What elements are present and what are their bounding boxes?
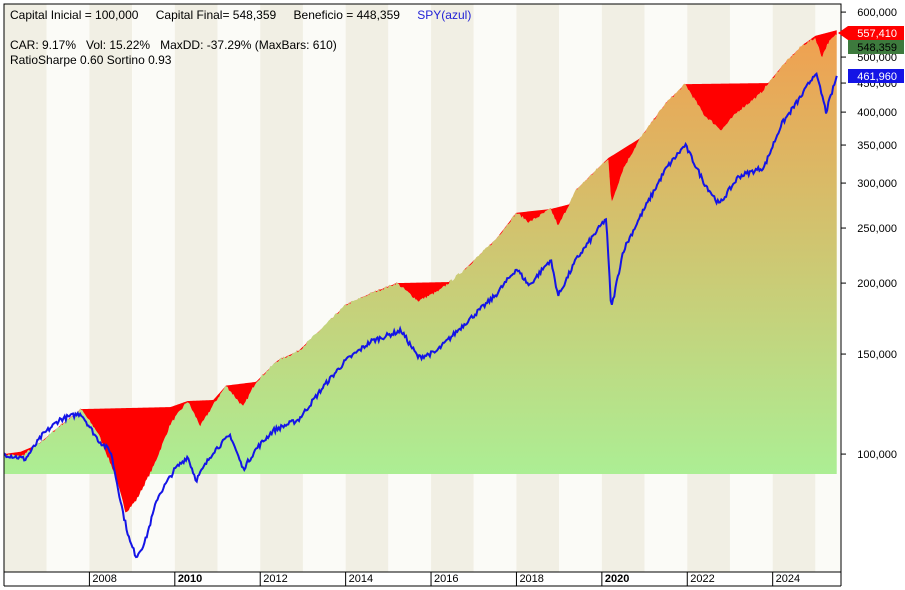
profit: Beneficio = 448,359 bbox=[294, 8, 401, 22]
y-tick-label: 250,000 bbox=[857, 223, 897, 235]
last-value-box bbox=[848, 26, 904, 40]
y-tick-label: 300,000 bbox=[857, 178, 897, 190]
y-tick-label: 600,000 bbox=[857, 7, 897, 19]
last-value-tag: 461,960 bbox=[848, 69, 904, 83]
header-line-3: RatioSharpe 0.60 Sortino 0.93 bbox=[10, 53, 172, 67]
equity-area bbox=[4, 34, 837, 513]
x-tick-label: 2014 bbox=[349, 573, 373, 585]
x-tick-label: 2024 bbox=[776, 573, 800, 585]
x-tick-label: 2012 bbox=[263, 573, 287, 585]
y-tick-label: 200,000 bbox=[857, 278, 897, 290]
x-tick-label: 2008 bbox=[92, 573, 116, 585]
last-value-box bbox=[848, 69, 904, 83]
last-value-label: 557,410 bbox=[857, 28, 897, 40]
y-tick-label: 150,000 bbox=[857, 349, 897, 361]
year-band bbox=[217, 4, 261, 572]
y-tick-label: 350,000 bbox=[857, 140, 897, 152]
spy-line bbox=[4, 72, 838, 559]
last-value-tag: 557,410 bbox=[838, 26, 904, 40]
capital-initial: Capital Inicial = 100,000 bbox=[10, 8, 139, 22]
x-tick-label: 2022 bbox=[690, 573, 714, 585]
y-tick-label: 100,000 bbox=[857, 449, 897, 461]
year-band bbox=[345, 4, 389, 572]
year-band bbox=[4, 4, 47, 572]
x-tick-label: 2010 bbox=[178, 573, 202, 585]
year-band bbox=[260, 4, 303, 572]
x-tick-label: 2020 bbox=[605, 573, 629, 585]
spy-legend: SPY(azul) bbox=[417, 8, 471, 22]
x-axis: 2008 2010 2012 2014 2016 2018 2020 2022 2024 bbox=[88, 572, 800, 586]
drawdown-area bbox=[4, 30, 837, 513]
y-tick-label: 500,000 bbox=[857, 52, 897, 64]
last-value-tag: 548,359 bbox=[848, 40, 904, 54]
header-line-2: CAR: 9.17% Vol: 15.22% MaxDD: -37.29% (M… bbox=[10, 38, 337, 52]
capital-final: Capital Final= 548,359 bbox=[156, 8, 277, 22]
year-band bbox=[302, 4, 346, 572]
last-value-label: 461,960 bbox=[857, 71, 897, 83]
plot-area bbox=[4, 30, 838, 559]
plot-frame bbox=[3, 3, 842, 573]
x-tick-label: 2018 bbox=[519, 573, 543, 585]
last-value-box bbox=[848, 40, 904, 54]
year-band bbox=[46, 4, 90, 572]
last-value-label: 548,359 bbox=[857, 42, 897, 54]
header-line-1: Capital Inicial = 100,000 Capital Final=… bbox=[10, 8, 471, 22]
year-band bbox=[174, 4, 218, 572]
x-tick-label: 2016 bbox=[434, 573, 458, 585]
last-value-tags: 557,410 548,359 461,960 bbox=[838, 26, 904, 83]
y-tick-label: 400,000 bbox=[857, 107, 897, 119]
